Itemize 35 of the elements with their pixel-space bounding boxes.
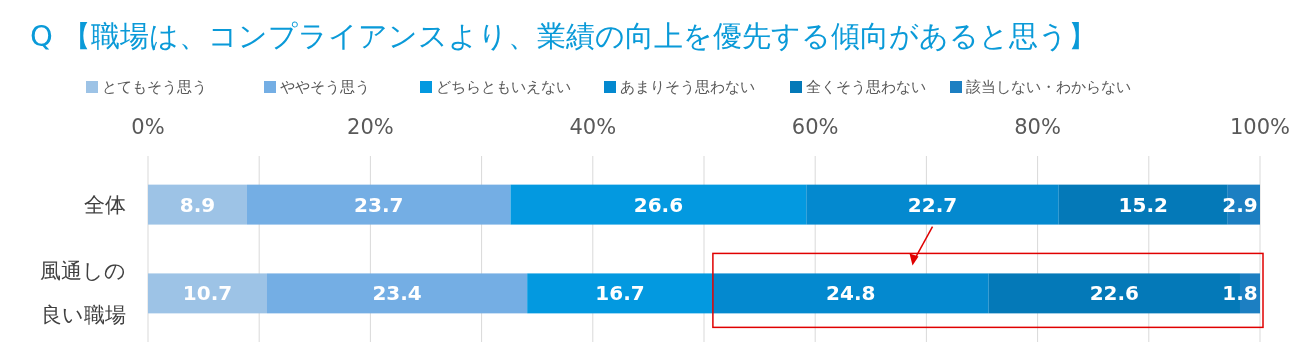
legend-label: どちらともいえない: [436, 78, 571, 96]
bar: [806, 184, 1059, 225]
x-tick-label: 20%: [347, 115, 394, 139]
bar: [712, 273, 989, 314]
x-tick-label: 40%: [569, 115, 617, 139]
legend-label: あまりそう思わない: [620, 78, 755, 96]
data-label: 23.4: [372, 281, 422, 306]
data-label: 10.7: [182, 281, 233, 306]
data-label: 1.8: [1222, 281, 1258, 306]
legend-label: とてもそう思う: [102, 78, 207, 96]
x-tick-label: 0%: [131, 115, 165, 139]
data-label: 23.7: [354, 192, 404, 217]
y-tick-label: 風通しの良い職場: [40, 259, 126, 328]
bar: [527, 273, 713, 314]
legend-label: 該当しない・わからない: [966, 78, 1131, 96]
bar: [246, 184, 511, 225]
bar: [148, 184, 247, 225]
data-label: 26.6: [633, 192, 684, 217]
bar: [510, 184, 807, 225]
legend-label: 全くそう思わない: [806, 78, 926, 96]
x-tick-label: 80%: [1014, 115, 1061, 139]
y-tick-label: 全体: [84, 192, 126, 217]
data-label: 22.7: [907, 192, 958, 217]
data-label: 24.8: [826, 281, 876, 306]
data-label: 22.6: [1089, 281, 1140, 306]
data-label: 15.2: [1118, 192, 1168, 217]
data-label: 16.7: [595, 281, 645, 306]
bar: [148, 273, 267, 314]
data-label: 8.9: [179, 192, 216, 217]
data-label: 2.9: [1222, 192, 1258, 217]
x-tick-label: 100%: [1229, 115, 1291, 139]
legend-label: ややそう思う: [280, 78, 370, 96]
x-tick-label: 60%: [791, 115, 839, 139]
chart-title: Q 【職場は、コンプライアンスより、業績の向上を優先する傾向があると思う】: [30, 19, 1098, 53]
bar: [266, 273, 528, 314]
